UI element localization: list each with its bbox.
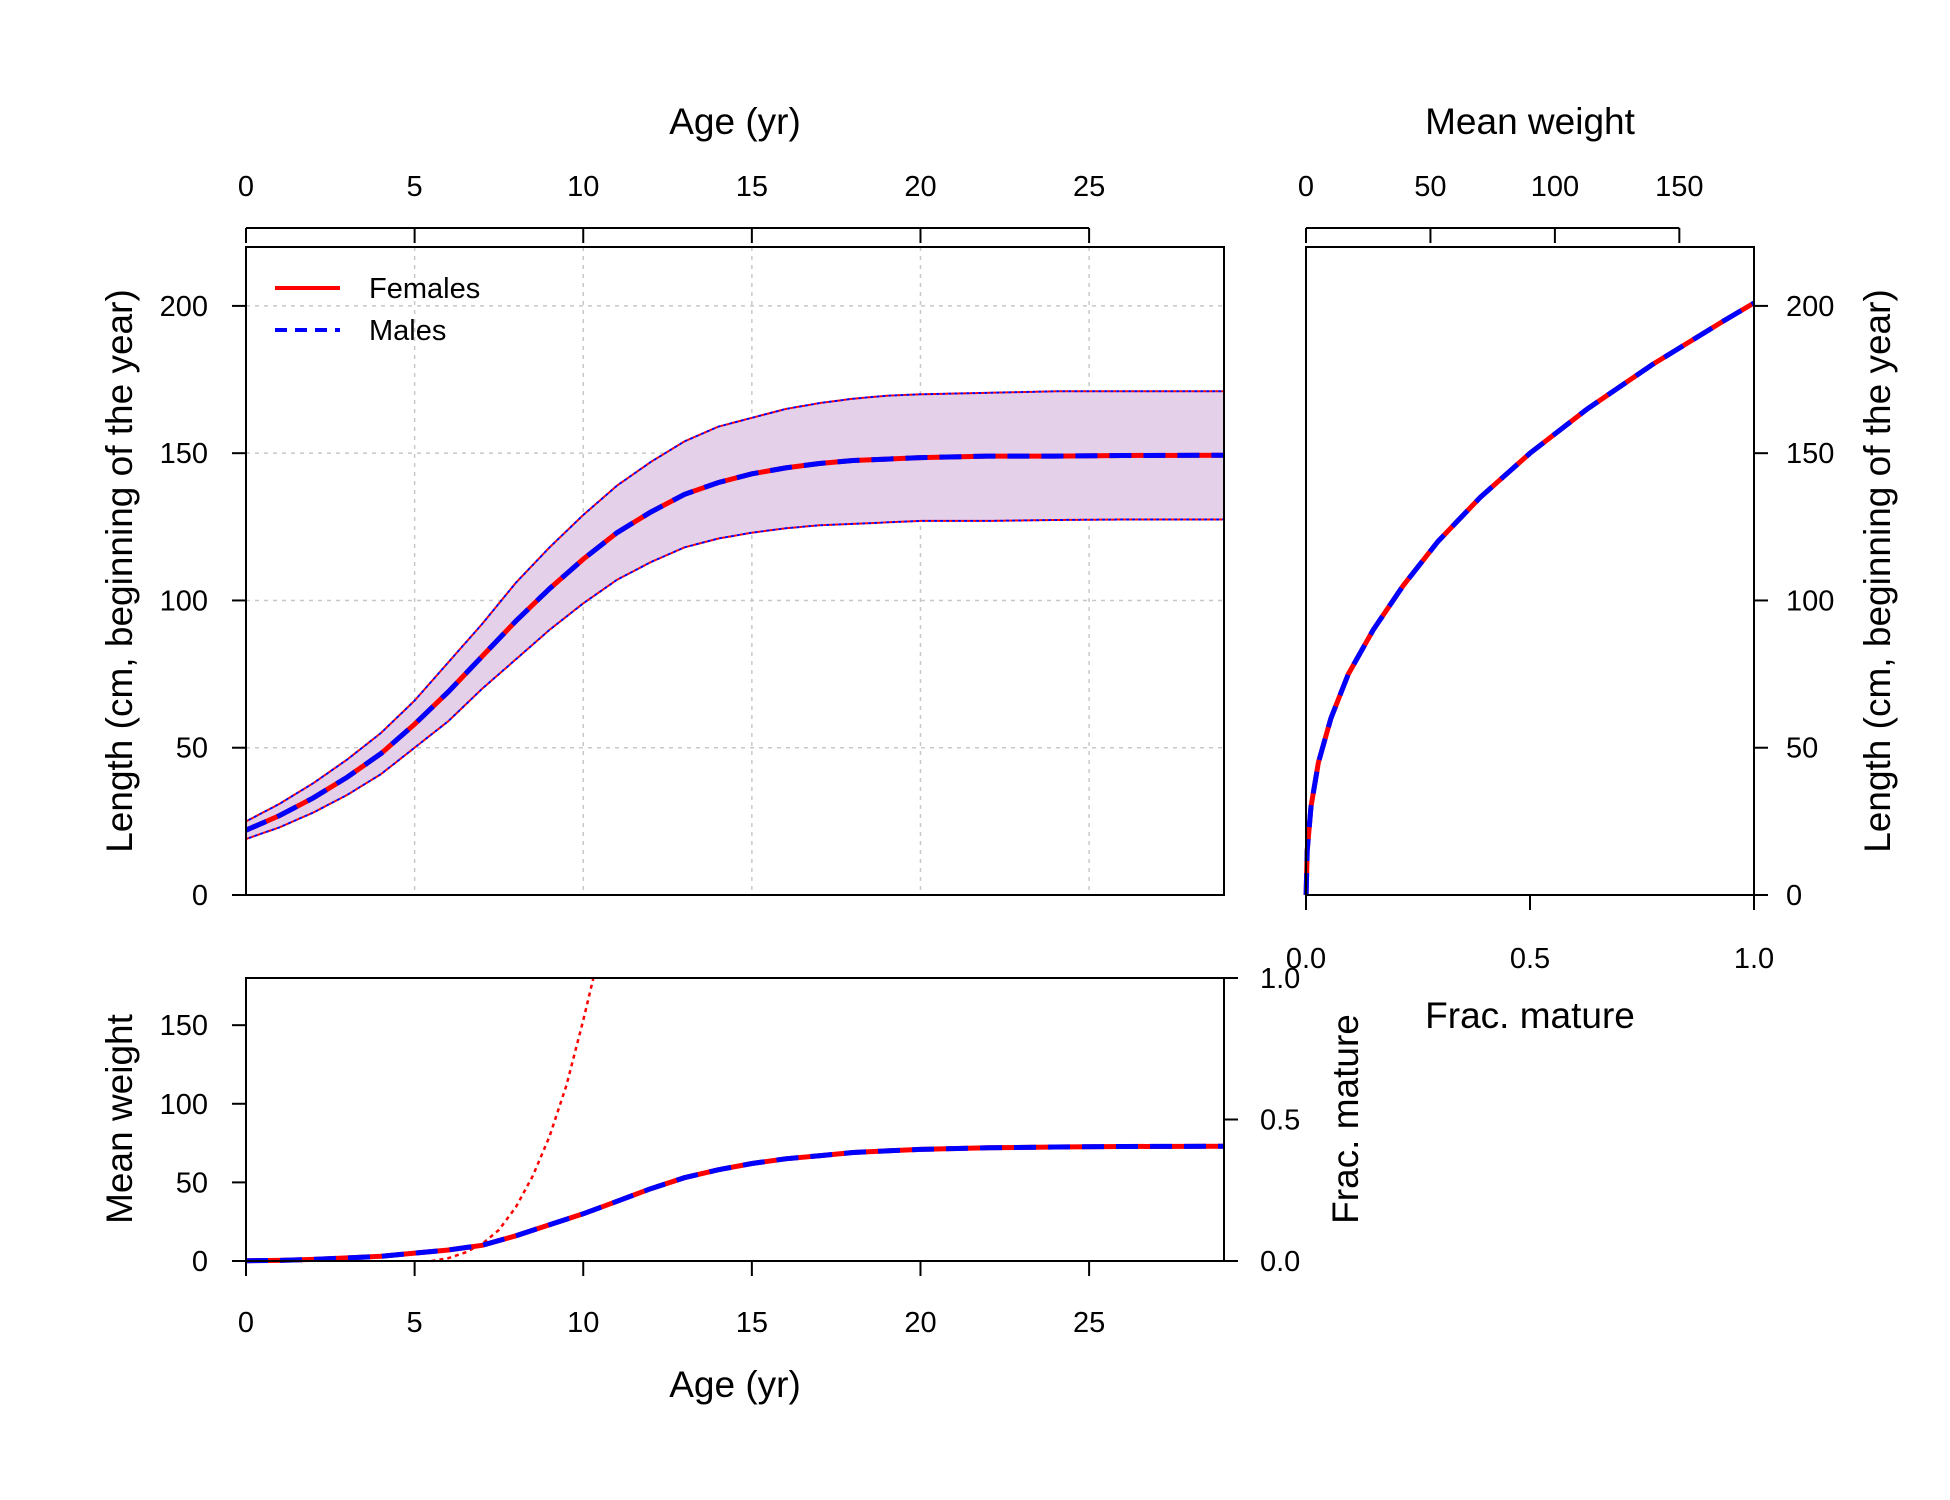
p1-band-lower-males (245, 518, 1224, 840)
p2-top-tick-label: 50 (1414, 171, 1446, 203)
p3-bottom-x-axis: 0 5 10 15 20 25 (238, 1261, 1105, 1339)
p2-y-tick-label: 0 (1786, 880, 1802, 912)
p1-plot-frame (245, 246, 1225, 896)
p1-top-x-axis: 0 5 10 15 20 25 (238, 171, 1105, 243)
p1-x-tick-label: 0 (238, 171, 254, 203)
p1-x-tick-label: 10 (567, 171, 599, 203)
p2-bottom-axis-title: Frac. mature (1425, 995, 1635, 1036)
p3-x-tick-label: 10 (567, 1307, 599, 1339)
p3-y2-tick-label: 1.0 (1260, 963, 1300, 995)
p1-y-tick-label: 50 (176, 733, 208, 765)
p2-bottom-tick-label: 0.5 (1510, 943, 1550, 975)
p2-top-tick-label: 100 (1531, 171, 1579, 203)
p3-y2-tick-label: 0.0 (1260, 1246, 1300, 1278)
p3-x-tick-label: 25 (1073, 1307, 1105, 1339)
p3-x-tick-label: 0 (238, 1307, 254, 1339)
p3-y-tick-label: 150 (160, 1010, 208, 1042)
p3-y2-axis-title: Frac. mature (1325, 1014, 1366, 1224)
p1-y-tick-label: 0 (192, 880, 208, 912)
p2-y-tick-label: 150 (1786, 438, 1834, 470)
p1-series-lines (245, 452, 1225, 833)
p3-y-tick-label: 0 (192, 1246, 208, 1278)
p2-series-females (1303, 300, 1756, 896)
p1-band-edge-lines (245, 390, 1224, 840)
p2-bottom-tick-label: 0.0 (1286, 943, 1326, 975)
p3-series-lines (245, 977, 1225, 1264)
p2-bottom-x-axis: 0.0 0.5 1.0 (1286, 894, 1774, 975)
p1-y-axis-title: Length (cm, beginning of the year) (99, 289, 140, 853)
p3-maturity-females (431, 977, 595, 1263)
p2-series-males (1303, 300, 1756, 896)
p2-top-axis-title: Mean weight (1425, 101, 1636, 142)
length-weight-panel: 0 50 100 150 0.0 0.5 1.0 0 50 100 150 200 Mean we… (1286, 101, 1898, 1036)
p2-y-tick-label: 200 (1786, 291, 1834, 323)
p3-y-tick-label: 50 (176, 1167, 208, 1199)
p2-top-x-axis: 0 50 100 150 (1298, 171, 1704, 243)
p1-band-upper-males (245, 390, 1224, 823)
p3-x-tick-label: 5 (407, 1307, 423, 1339)
p3-series-males (245, 1143, 1225, 1264)
p1-left-y-axis: 0 50 100 150 200 (160, 291, 246, 912)
p1-x-axis-title: Age (yr) (669, 101, 801, 142)
p3-plot-frame (245, 977, 1225, 1262)
p2-top-tick-label: 150 (1655, 171, 1703, 203)
p1-legend: Females Males (275, 273, 480, 347)
p1-band-lower-females (245, 518, 1224, 840)
p3-y-axis-title: Mean weight (99, 1013, 140, 1224)
length-at-age-panel: 0 5 10 15 20 25 0 50 100 150 200 Age (yr) Length … (99, 101, 1225, 912)
p2-series-lines (1303, 300, 1756, 896)
p3-y-tick-label: 100 (160, 1089, 208, 1121)
p2-top-tick-label: 0 (1298, 171, 1314, 203)
p1-series-males (245, 452, 1225, 833)
p1-x-tick-label: 5 (407, 171, 423, 203)
p2-y-tick-label: 100 (1786, 585, 1834, 617)
p2-y-axis-title: Length (cm, beginning of the year) (1857, 289, 1898, 853)
p2-y-tick-label: 50 (1786, 733, 1818, 765)
legend-males-label: Males (369, 315, 446, 347)
p3-x-tick-label: 15 (736, 1307, 768, 1339)
p3-x-axis-title: Age (yr) (669, 1364, 801, 1405)
p1-y-tick-label: 200 (160, 291, 208, 323)
p1-y-tick-label: 150 (160, 438, 208, 470)
legend-females-label: Females (369, 273, 480, 305)
p1-x-tick-label: 20 (904, 171, 936, 203)
p3-series-females (245, 1143, 1225, 1264)
p3-left-y-axis: 0 50 100 150 (160, 1010, 246, 1278)
p3-right-y-axis: 0.0 0.5 1.0 (1224, 963, 1300, 1278)
p3-y2-tick-label: 0.5 (1260, 1105, 1300, 1137)
p2-bottom-tick-label: 1.0 (1734, 943, 1774, 975)
p2-right-y-axis: 0 50 100 150 200 (1754, 291, 1834, 912)
p1-variability-band (246, 391, 1224, 839)
p3-x-tick-label: 20 (904, 1307, 936, 1339)
p1-x-tick-label: 25 (1073, 171, 1105, 203)
p1-y-tick-label: 100 (160, 585, 208, 617)
p1-x-tick-label: 15 (736, 171, 768, 203)
